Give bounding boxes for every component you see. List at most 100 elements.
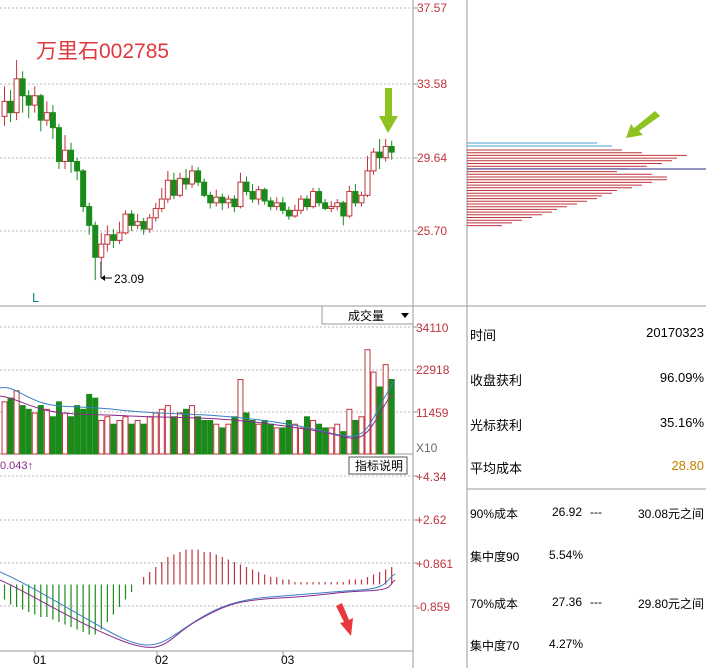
cost90-low: 26.92 (552, 505, 583, 519)
candle-body (364, 170, 371, 196)
volume-bar (80, 408, 87, 455)
candle-body (49, 112, 56, 129)
volume-bar (328, 427, 335, 455)
volume-bar (146, 416, 153, 455)
volume-bar (140, 423, 147, 455)
candle-body (140, 221, 147, 230)
candle-body (201, 181, 208, 196)
x-tick-label: 01 (33, 653, 47, 667)
candle-body (382, 145, 389, 159)
volume-bar (25, 408, 32, 455)
candlestick-series (1, 60, 395, 281)
volume-bar (62, 412, 68, 455)
volume-bar (31, 412, 38, 455)
green-arrow-icon (379, 88, 398, 133)
volume-bar (19, 405, 26, 455)
candle-body (358, 194, 365, 204)
candle-body (346, 191, 353, 217)
volume-bar (334, 423, 341, 455)
volume-bar (261, 419, 268, 455)
candle-body (98, 243, 105, 258)
candle-body (146, 217, 153, 230)
candle-body (352, 191, 359, 204)
volume-bar (213, 423, 220, 455)
volume-bar (43, 408, 50, 455)
cursor-profit-value: 35.16% (659, 415, 704, 430)
price-tick: 37.57 (417, 1, 447, 15)
volume-bar (92, 397, 99, 455)
green-arrow-icon (626, 111, 660, 138)
volume-ma-lines (0, 379, 396, 439)
candle-body (1, 100, 8, 117)
cost70-low: 27.36 (552, 595, 583, 609)
candle-body (255, 189, 262, 200)
candle-body (7, 100, 14, 114)
price-axis: 37.57 33.58 29.64 25.70 (413, 1, 447, 238)
candle-body (68, 149, 75, 162)
candle-body (322, 202, 329, 209)
volume-bar (207, 419, 214, 455)
candle-body (285, 209, 292, 217)
candle-body (334, 202, 341, 208)
volume-bar (152, 412, 159, 455)
volume-selector[interactable]: 成交量 (321, 305, 414, 325)
volume-bar (316, 423, 323, 455)
volume-bar (297, 427, 304, 455)
red-arrow-icon (336, 603, 353, 636)
cost90-dash: --- (590, 505, 602, 519)
volume-bar (183, 408, 189, 455)
volume-bar (1, 401, 8, 455)
volume-bar (340, 431, 347, 455)
volume-bar (279, 427, 286, 455)
candle-body (31, 95, 38, 106)
volume-bar (116, 419, 123, 455)
indicator-help-button[interactable]: 指标说明 (348, 456, 408, 475)
volume-bar (382, 364, 389, 455)
volume-bar (55, 401, 62, 455)
volume-bar (285, 419, 292, 455)
conc90-value: 5.54% (549, 548, 584, 562)
candle-body (249, 191, 256, 200)
period-marker: L (32, 290, 39, 305)
candle-body (316, 191, 323, 204)
volume-bars (1, 349, 395, 455)
candle-body (340, 202, 347, 217)
volume-bar (110, 423, 117, 455)
candle-body (43, 112, 50, 121)
volume-bar (86, 393, 93, 455)
candle-body (74, 160, 81, 172)
indicator-help-label: 指标说明 (355, 458, 403, 473)
volume-bar (37, 405, 44, 455)
candle-body (370, 151, 377, 172)
macd-axis: +4.34 +2.62 +0.861 -0.859 (413, 470, 453, 614)
volume-bar (255, 423, 262, 455)
info-date-label: 时间 (470, 328, 497, 343)
volume-tick: 22918 (416, 363, 450, 377)
candle-body (225, 198, 232, 204)
candle-body (310, 191, 317, 208)
volume-bar (134, 419, 141, 455)
chart-title: 万里石002785 (36, 40, 169, 63)
volume-selector-label: 成交量 (348, 308, 384, 323)
volume-bar (189, 405, 196, 455)
candle-body (376, 151, 383, 159)
volume-bar (158, 408, 165, 455)
volume-bar (74, 405, 81, 455)
candle-body (13, 78, 20, 114)
volume-bar (376, 386, 383, 455)
candle-body (297, 198, 304, 211)
candle-body (116, 232, 123, 241)
volume-bar (352, 419, 359, 455)
candle-body (134, 221, 141, 226)
candle-body (80, 170, 87, 208)
volume-bar (225, 423, 232, 455)
volume-bar (291, 423, 298, 455)
volume-bar (358, 416, 365, 455)
cost70-dash: --- (590, 595, 602, 609)
candle-body (261, 189, 268, 202)
macd-tick: +4.34 (416, 470, 447, 484)
volume-tick: 11459 (416, 406, 449, 420)
candle-body (158, 198, 165, 209)
